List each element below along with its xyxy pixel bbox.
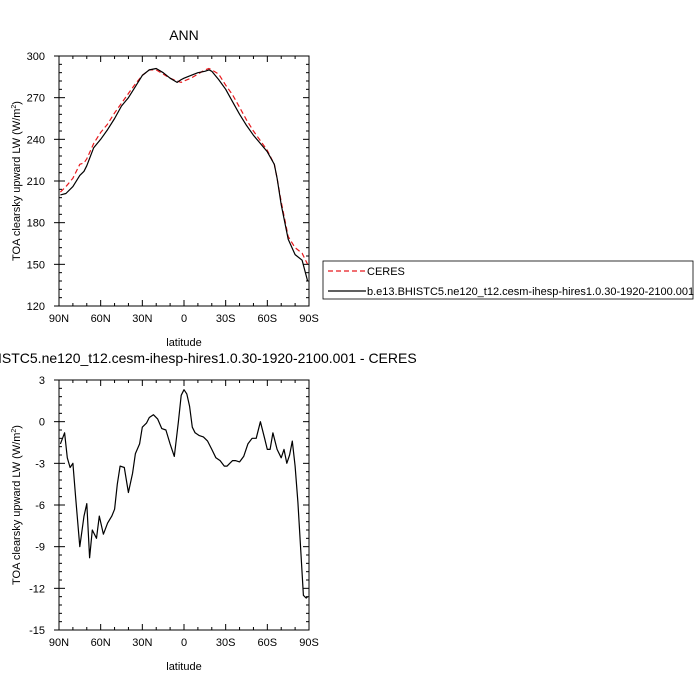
x-tick-label: 30N xyxy=(132,637,152,649)
legend-box xyxy=(322,260,694,300)
x-tick-label: 60N xyxy=(91,313,111,325)
y-tick-label: 180 xyxy=(27,218,45,230)
difference-chart: ISTC5.ne120_t12.cesm-ihesp-hires1.0.30-1… xyxy=(0,350,417,673)
plot-frame xyxy=(58,379,310,631)
x-tick-label: 90S xyxy=(299,637,319,649)
y-tick-label: -3 xyxy=(35,458,45,470)
y-tick-label: -15 xyxy=(29,625,45,637)
y-axis-label: TOA clearsky upward LW (W/m2) xyxy=(11,425,23,585)
x-axis-label: latitude xyxy=(166,337,201,349)
x-tick-label: 60S xyxy=(258,313,278,325)
series-line-0 xyxy=(59,67,309,265)
x-tick-label: 90S xyxy=(299,313,319,325)
y-tick-label: 210 xyxy=(27,176,45,188)
legend: CERES b.e13.BHISTC5.ne120_t12.cesm-ihesp… xyxy=(322,260,694,300)
x-tick-label: 90N xyxy=(49,637,69,649)
y-tick-label: 3 xyxy=(39,375,45,387)
x-tick-label: 90N xyxy=(49,313,69,325)
x-tick-label: 30N xyxy=(132,313,152,325)
plot-series-top xyxy=(59,67,309,282)
legend-label-model: b.e13.BHISTC5.ne120_t12.cesm-ihesp-hires… xyxy=(367,286,694,298)
x-tick-label: 60S xyxy=(258,637,278,649)
annual-mean-chart: ANN 90N 60N 30N 0 30S 60S 90S 120 150 180 210 240 2… xyxy=(11,27,694,349)
y-tick-label: 240 xyxy=(27,134,45,146)
x-axis-ticks: 90N 60N 30N 0 30S 60S 90S xyxy=(49,56,319,325)
y-tick-label: 300 xyxy=(27,51,45,63)
x-axis-ticks: 90N 60N 30N 0 30S 60S 90S xyxy=(49,380,319,649)
y-axis-label: TOA clearsky upward LW (W/m2) xyxy=(11,101,23,261)
chart-title: ISTC5.ne120_t12.cesm-ihesp-hires1.0.30-1… xyxy=(0,350,417,366)
x-tick-label: 0 xyxy=(181,313,187,325)
x-tick-label: 0 xyxy=(181,637,187,649)
y-tick-label: -12 xyxy=(29,583,45,595)
y-axis-ticks: -15 -12 -9 -6 -3 0 3 xyxy=(29,375,309,637)
y-tick-label: 270 xyxy=(27,93,45,105)
y-tick-label: 150 xyxy=(27,259,45,271)
y-tick-label: 0 xyxy=(39,417,45,429)
x-tick-label: 30S xyxy=(216,637,236,649)
series-line-0 xyxy=(59,389,309,599)
legend-label-ceres: CERES xyxy=(367,266,405,278)
y-tick-label: -9 xyxy=(35,542,45,554)
x-tick-label: 30S xyxy=(216,313,236,325)
y-axis-ticks: 120 150 180 210 240 270 300 xyxy=(27,51,309,313)
x-tick-label: 60N xyxy=(91,637,111,649)
chart-title: ANN xyxy=(169,27,199,43)
x-axis-label: latitude xyxy=(166,661,201,673)
plot-series-bottom xyxy=(59,389,309,599)
plot-frame xyxy=(58,55,310,307)
y-tick-label: -6 xyxy=(35,500,45,512)
y-tick-label: 120 xyxy=(27,301,45,313)
series-line-1 xyxy=(60,67,309,282)
